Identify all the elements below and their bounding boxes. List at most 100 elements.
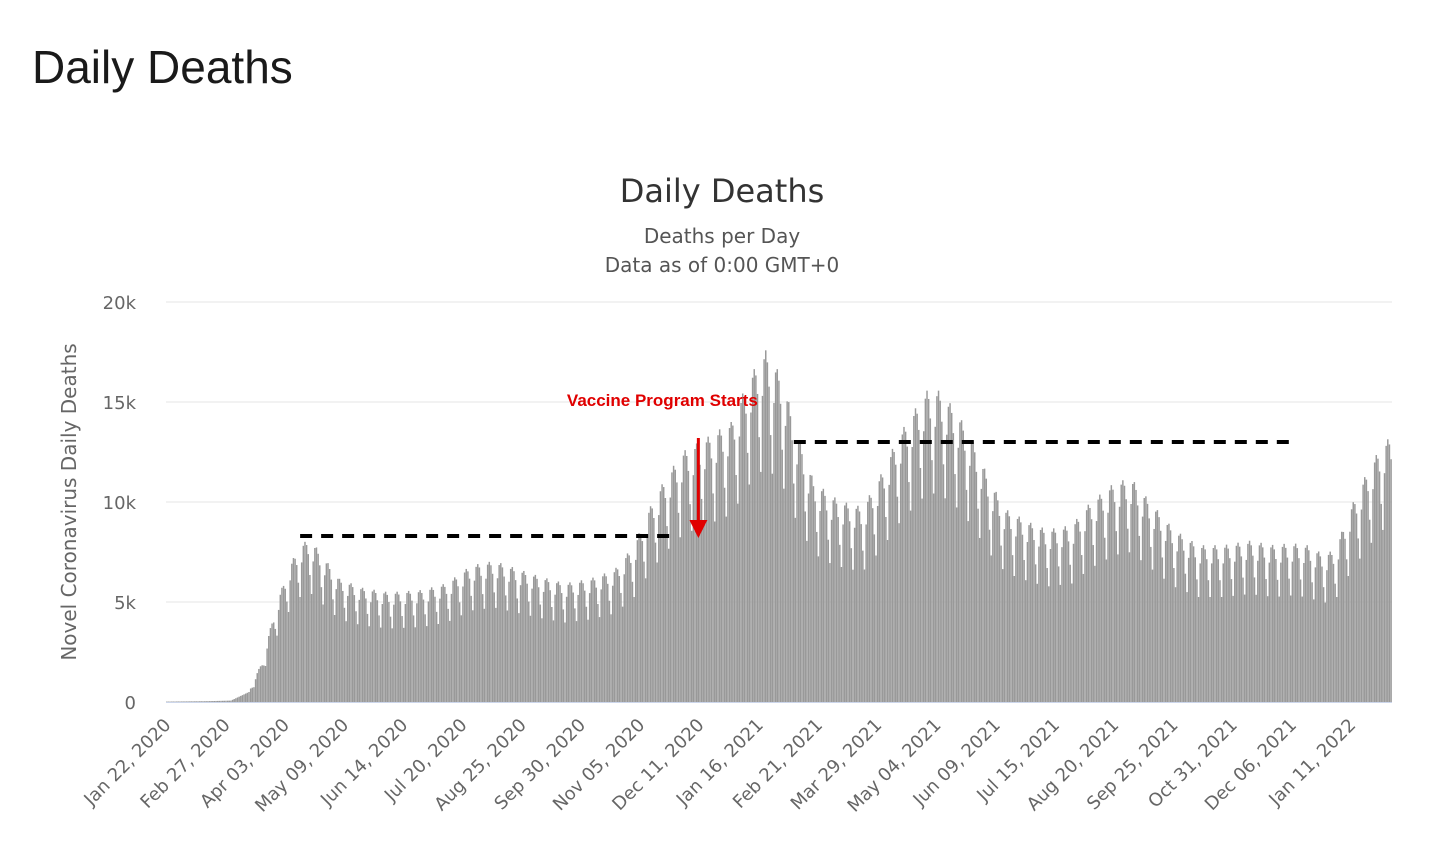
bar <box>615 567 617 702</box>
bar <box>182 701 184 702</box>
bar <box>421 593 423 702</box>
bar <box>1006 510 1009 702</box>
bar <box>360 589 362 702</box>
bar <box>440 586 443 702</box>
bar <box>1020 522 1022 702</box>
bar <box>1113 502 1116 702</box>
bar <box>1387 439 1389 702</box>
bar <box>934 426 936 702</box>
bar <box>1265 579 1267 702</box>
bar <box>447 608 449 702</box>
bar <box>1380 503 1382 702</box>
bar <box>1220 597 1223 702</box>
bar <box>434 596 436 702</box>
bar <box>1034 564 1037 702</box>
bar <box>644 578 647 702</box>
bar <box>745 413 747 702</box>
bar <box>817 556 820 702</box>
bar <box>401 616 403 702</box>
bar <box>327 563 329 702</box>
bar <box>1357 538 1359 702</box>
bar <box>582 583 584 702</box>
bar <box>1118 506 1121 702</box>
bar <box>1245 559 1248 702</box>
bar <box>261 665 263 702</box>
bar <box>1041 527 1043 702</box>
bar <box>908 482 910 702</box>
bar <box>855 508 857 702</box>
bar <box>779 403 782 702</box>
bar <box>215 700 217 702</box>
bar <box>643 561 645 702</box>
bar <box>1219 580 1221 702</box>
chart-subtitle-line-2: Data as of 0:00 GMT+0 <box>605 253 840 277</box>
bar <box>970 442 973 702</box>
bar <box>177 701 179 702</box>
bar <box>950 412 953 702</box>
bar <box>1074 524 1076 702</box>
bar <box>1235 545 1238 702</box>
bar <box>180 701 183 702</box>
bar <box>338 578 341 702</box>
bar <box>371 591 374 702</box>
bar <box>200 701 203 702</box>
bar <box>944 498 946 702</box>
bar <box>1044 544 1047 702</box>
bar <box>284 588 286 702</box>
bar <box>223 700 226 702</box>
bar <box>1100 498 1103 702</box>
bar <box>796 464 798 702</box>
bar <box>279 594 282 702</box>
bar <box>646 535 649 702</box>
bar <box>501 567 504 702</box>
bar <box>936 396 938 702</box>
bar <box>876 505 879 702</box>
bar <box>829 563 831 702</box>
bar <box>750 412 752 702</box>
bar <box>1184 573 1187 702</box>
bar <box>1224 547 1226 702</box>
bar <box>1064 526 1066 702</box>
bar <box>618 576 621 702</box>
bar <box>918 429 920 702</box>
bar <box>794 517 797 702</box>
bar <box>783 488 785 702</box>
bar <box>1104 537 1106 702</box>
bar <box>1084 531 1086 702</box>
annotations: Vaccine Program Starts <box>567 391 758 538</box>
bar <box>1143 498 1145 702</box>
bar <box>583 590 586 702</box>
bar <box>659 491 662 702</box>
bar <box>1334 583 1336 702</box>
bar <box>218 700 221 702</box>
bar <box>404 603 407 702</box>
bar <box>1293 546 1295 702</box>
bar <box>789 416 792 702</box>
bar <box>1059 584 1062 702</box>
bar <box>875 555 877 702</box>
bar <box>187 701 189 702</box>
bar <box>802 474 805 702</box>
bar <box>432 589 435 702</box>
bar <box>528 601 530 702</box>
bar <box>720 435 723 702</box>
bar <box>839 544 841 702</box>
bar <box>1053 528 1055 702</box>
bar <box>366 613 369 702</box>
bar <box>886 540 889 702</box>
bar <box>834 497 836 702</box>
bar <box>820 491 823 702</box>
bar <box>598 617 601 702</box>
bar <box>1102 510 1104 702</box>
bar <box>893 452 895 702</box>
bar <box>1365 479 1368 702</box>
bar <box>1225 544 1228 702</box>
bar <box>1079 531 1081 702</box>
bar <box>610 614 612 702</box>
bar <box>1301 596 1303 702</box>
bar <box>1294 543 1297 702</box>
bar <box>513 571 515 702</box>
bar <box>1061 547 1063 702</box>
bar <box>1339 539 1341 702</box>
bar <box>424 614 426 702</box>
